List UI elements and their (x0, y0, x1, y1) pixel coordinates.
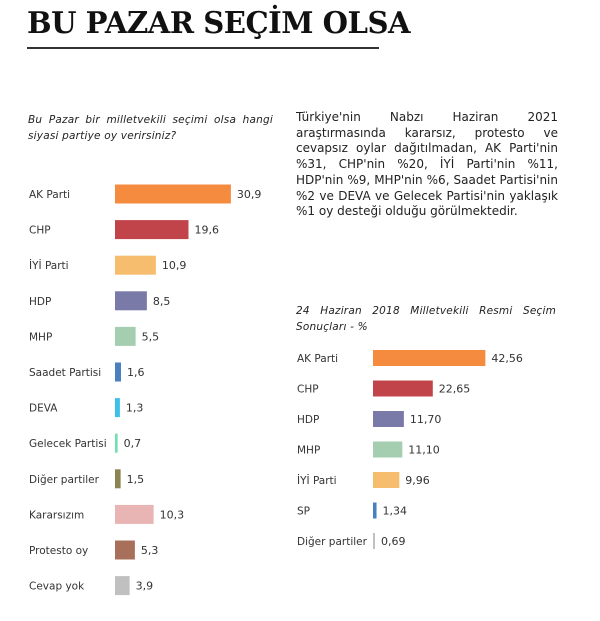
category-label: HDP (297, 414, 319, 426)
bar-saadet-partisi (115, 362, 121, 382)
chart1-title: Bu Pazar bir milletvekili seçimi olsa ha… (28, 114, 273, 142)
description-paragraph: Türkiye'nin Nabzı Haziran 2021 araştırma… (296, 110, 558, 219)
data-label: 42,56 (491, 352, 523, 365)
category-label: İYİ Parti (29, 259, 69, 272)
data-label: 8,5 (153, 295, 171, 308)
data-label: 30,9 (237, 188, 262, 201)
category-label: MHP (29, 331, 52, 343)
category-label: Protesto oy (29, 545, 88, 557)
category-label: AK Parti (297, 353, 338, 365)
bar-di-er-partiler (373, 533, 375, 549)
category-label: AK Parti (29, 189, 70, 201)
data-label: 0,7 (124, 437, 142, 450)
category-label: MHP (297, 445, 320, 457)
bar-i-yi-parti (115, 255, 156, 275)
bar-gelecek-partisi (115, 433, 118, 453)
bar-karars-z-m (115, 504, 154, 524)
category-label: Diğer partiler (297, 536, 368, 548)
bar-ak-parti (115, 184, 231, 204)
data-label: 10,3 (160, 508, 185, 521)
data-label: 3,9 (136, 580, 154, 593)
data-label: 11,10 (408, 444, 440, 457)
bar-sp (373, 502, 377, 519)
data-label: 1,5 (127, 473, 145, 486)
bar-hdp (373, 411, 404, 427)
data-label: 1,3 (126, 402, 144, 415)
data-label: 0,69 (381, 535, 406, 548)
bar-protesto-oy (115, 540, 135, 560)
title-underline (27, 47, 379, 49)
bar-chp (373, 380, 433, 397)
bar-hdp (115, 291, 147, 311)
category-label: HDP (29, 296, 51, 308)
data-label: 5,3 (141, 544, 159, 557)
data-label: 10,9 (162, 259, 187, 272)
bar-i-yi-parti (373, 472, 400, 488)
data-label: 1,6 (127, 366, 145, 379)
category-label: Gelecek Partisi (29, 438, 107, 450)
data-label: 11,70 (410, 413, 442, 426)
category-label: Kararsızım (29, 509, 84, 521)
category-label: Diğer partiler (29, 474, 100, 486)
bar-chp (115, 220, 189, 240)
category-label: CHP (297, 384, 319, 396)
data-label: 22,65 (439, 383, 471, 396)
chart2-title: 24 Haziran 2018 Milletvekili Resmi Seçim… (296, 305, 556, 333)
category-label: İYİ Parti (297, 474, 337, 487)
category-label: CHP (29, 225, 51, 237)
bar-mhp (373, 441, 403, 458)
page-title: BU PAZAR SEÇİM OLSA (27, 6, 411, 41)
bar-mhp (115, 326, 136, 346)
data-label: 5,5 (142, 330, 160, 343)
data-label: 1,34 (383, 505, 408, 518)
category-label: DEVA (29, 403, 58, 415)
data-label: 19,6 (195, 224, 220, 237)
bar-di-er-partiler (115, 469, 121, 489)
bar-deva (115, 398, 120, 418)
category-label: Cevap yok (29, 581, 85, 593)
category-label: Saadet Partisi (29, 367, 101, 379)
bar-ak-parti (373, 350, 486, 366)
bar-cevap-yok (115, 576, 130, 596)
category-label: SP (297, 506, 310, 518)
data-label: 9,96 (405, 474, 430, 487)
